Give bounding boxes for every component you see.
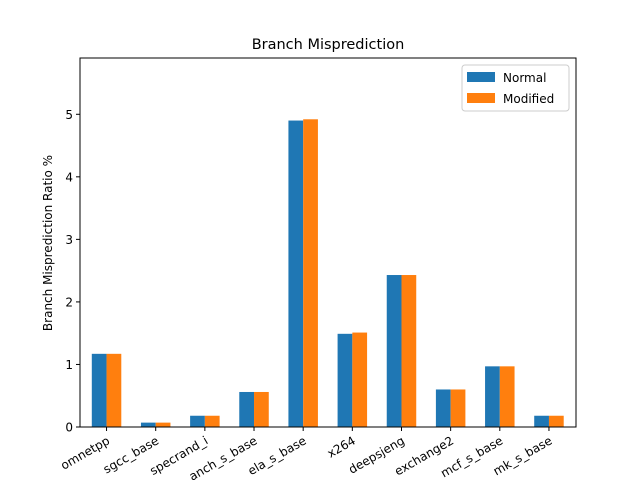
chart-title: Branch Misprediction <box>252 37 405 53</box>
legend: Normal Modified <box>461 64 570 112</box>
bar-normal <box>239 391 255 427</box>
bar-modified <box>155 422 171 427</box>
bar-modified <box>499 366 515 427</box>
bar-modified <box>303 119 318 427</box>
bar-normal <box>190 415 205 427</box>
bar-normal <box>337 333 353 427</box>
bar-normal <box>435 389 451 427</box>
bar-modified <box>450 389 466 427</box>
bar-normal <box>534 415 549 427</box>
y-tick-label: 1 <box>65 358 73 372</box>
y-tick-label: 4 <box>65 170 73 184</box>
bar-modified <box>352 332 368 427</box>
y-tick-label: 3 <box>65 233 73 247</box>
plot-frame <box>79 57 577 428</box>
y-tick-label: 0 <box>65 421 73 435</box>
bar-normal <box>485 366 500 427</box>
bar-normal <box>288 120 304 428</box>
bar-modified <box>106 353 122 427</box>
bar-modified <box>401 275 417 427</box>
y-tick-label: 2 <box>65 295 73 309</box>
bar-normal <box>386 275 402 427</box>
bar-modified <box>254 391 269 427</box>
bar-normal <box>140 422 156 427</box>
y-tick-label: 5 <box>65 108 73 122</box>
legend-swatch <box>467 72 495 82</box>
y-axis-label: Branch Misprediction Ratio % <box>41 155 55 331</box>
bar-modified <box>204 415 220 427</box>
legend-label: Modified <box>503 92 554 106</box>
bar-modified <box>548 415 564 427</box>
bar-normal <box>91 353 107 427</box>
legend-swatch <box>467 93 495 103</box>
legend-label: Normal <box>503 71 546 85</box>
